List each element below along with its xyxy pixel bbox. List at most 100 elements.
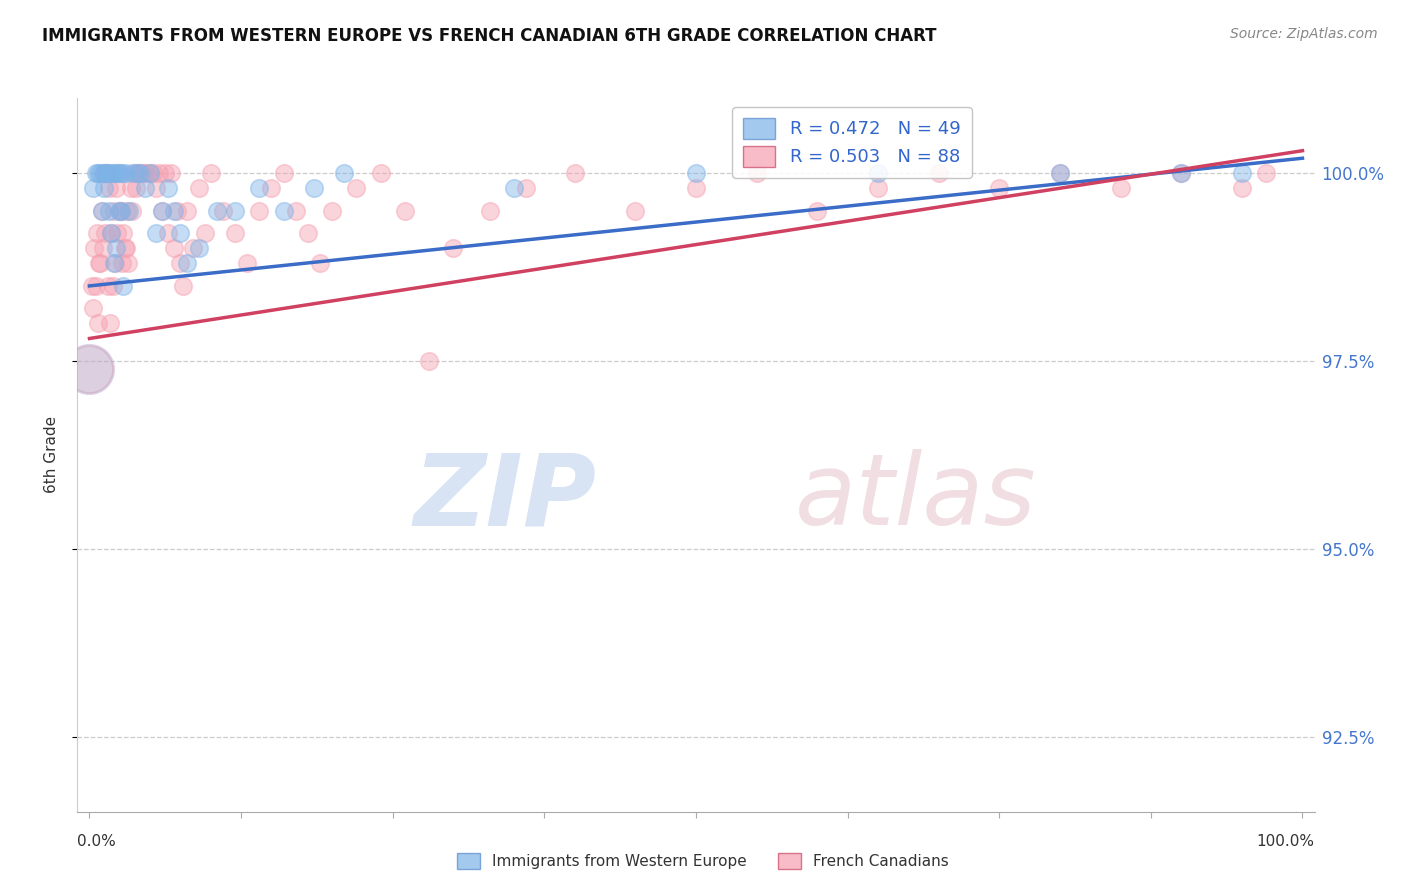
- Point: [91, 241, 114, 255]
- Text: ZIP: ZIP: [413, 450, 598, 546]
- Point: [101, 279, 124, 293]
- Point: [370, 166, 392, 180]
- Point: [112, 279, 135, 293]
- Point: [260, 181, 283, 195]
- Point: [97, 203, 120, 218]
- Point: [83, 241, 105, 255]
- Point: [247, 181, 270, 195]
- Point: [97, 181, 120, 195]
- Point: [105, 166, 128, 180]
- Text: 0.0%: 0.0%: [77, 834, 117, 849]
- Point: [187, 241, 209, 255]
- Point: [172, 279, 194, 293]
- Point: [1109, 181, 1132, 195]
- Point: [134, 181, 156, 195]
- Point: [131, 166, 153, 180]
- Point: [115, 166, 138, 180]
- Point: [117, 256, 139, 270]
- Point: [128, 166, 150, 180]
- Point: [122, 166, 145, 180]
- Point: [564, 166, 586, 180]
- Point: [127, 166, 149, 180]
- Point: [104, 166, 127, 180]
- Point: [79, 361, 101, 376]
- Point: [115, 203, 138, 218]
- Point: [80, 279, 103, 293]
- Point: [205, 203, 228, 218]
- Point: [224, 227, 246, 241]
- Point: [115, 241, 138, 255]
- Point: [212, 203, 235, 218]
- Point: [124, 166, 146, 180]
- Text: Source: ZipAtlas.com: Source: ZipAtlas.com: [1230, 27, 1378, 41]
- Point: [79, 361, 101, 376]
- Point: [101, 166, 124, 180]
- Point: [108, 166, 131, 180]
- Point: [1049, 166, 1071, 180]
- Point: [181, 241, 204, 255]
- Point: [82, 301, 104, 316]
- Point: [93, 181, 115, 195]
- Point: [105, 181, 128, 195]
- Point: [284, 203, 307, 218]
- Point: [685, 166, 707, 180]
- Point: [478, 203, 501, 218]
- Point: [169, 227, 191, 241]
- Point: [84, 279, 107, 293]
- Point: [273, 166, 295, 180]
- Point: [333, 166, 356, 180]
- Text: atlas: atlas: [794, 450, 1036, 546]
- Point: [103, 256, 125, 270]
- Point: [112, 227, 135, 241]
- Point: [97, 166, 120, 180]
- Point: [166, 203, 188, 218]
- Point: [148, 166, 170, 180]
- Point: [159, 166, 181, 180]
- Point: [96, 166, 118, 180]
- Point: [111, 256, 134, 270]
- Point: [928, 166, 950, 180]
- Text: 100.0%: 100.0%: [1257, 834, 1315, 849]
- Point: [118, 203, 141, 218]
- Y-axis label: 6th Grade: 6th Grade: [44, 417, 59, 493]
- Point: [104, 256, 127, 270]
- Point: [153, 166, 176, 180]
- Point: [1049, 166, 1071, 180]
- Point: [685, 181, 707, 195]
- Point: [187, 181, 209, 195]
- Point: [98, 166, 121, 180]
- Point: [866, 181, 889, 195]
- Point: [125, 166, 148, 180]
- Point: [105, 227, 128, 241]
- Point: [107, 203, 129, 218]
- Point: [236, 256, 259, 270]
- Point: [94, 166, 117, 180]
- Point: [515, 181, 537, 195]
- Point: [89, 256, 111, 270]
- Point: [169, 256, 191, 270]
- Point: [121, 203, 143, 218]
- Point: [394, 203, 416, 218]
- Point: [1170, 166, 1192, 180]
- Point: [157, 181, 180, 195]
- Point: [90, 203, 112, 218]
- Legend: R = 0.472   N = 49, R = 0.503   N = 88: R = 0.472 N = 49, R = 0.503 N = 88: [733, 107, 972, 178]
- Point: [100, 227, 122, 241]
- Point: [97, 279, 120, 293]
- Point: [247, 203, 270, 218]
- Point: [176, 203, 198, 218]
- Point: [96, 166, 118, 180]
- Point: [139, 166, 162, 180]
- Point: [129, 166, 152, 180]
- Point: [87, 166, 110, 180]
- Point: [745, 166, 768, 180]
- Point: [124, 181, 146, 195]
- Point: [110, 203, 132, 218]
- Point: [84, 166, 107, 180]
- Text: IMMIGRANTS FROM WESTERN EUROPE VS FRENCH CANADIAN 6TH GRADE CORRELATION CHART: IMMIGRANTS FROM WESTERN EUROPE VS FRENCH…: [42, 27, 936, 45]
- Point: [90, 203, 112, 218]
- Point: [418, 354, 440, 368]
- Point: [176, 256, 198, 270]
- Point: [1254, 166, 1277, 180]
- Point: [344, 181, 367, 195]
